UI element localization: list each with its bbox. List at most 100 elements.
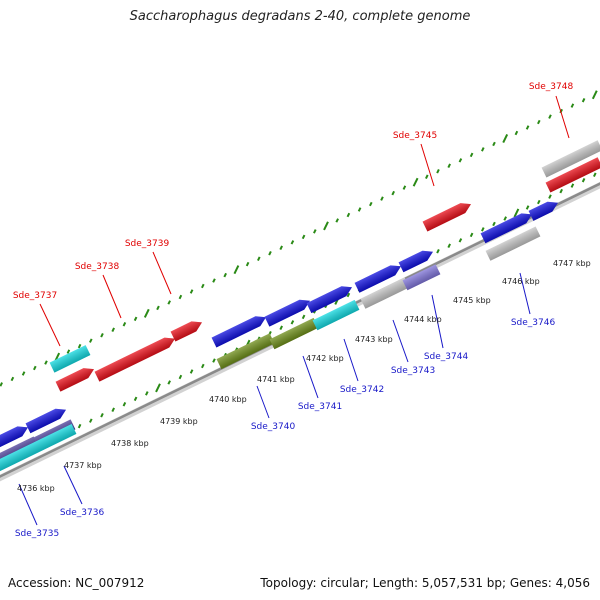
- minor-tick: [290, 240, 295, 245]
- minor-tick: [268, 251, 272, 256]
- minor-tick: [537, 119, 541, 125]
- gene-label: Sde_3744: [424, 352, 469, 362]
- gene-shading: [49, 345, 91, 373]
- minor-tick: [156, 305, 160, 311]
- gene-shading: [528, 201, 559, 221]
- minor-tick: [167, 300, 171, 305]
- minor-tick: [111, 327, 115, 332]
- minor-tick: [447, 243, 451, 249]
- minor-tick: [537, 199, 541, 205]
- minor-tick: [469, 232, 474, 238]
- major-tick: [513, 208, 520, 218]
- gene-shading: [264, 299, 310, 327]
- minor-tick: [89, 338, 93, 343]
- minor-tick: [503, 216, 507, 221]
- leader-line: [392, 319, 409, 363]
- gene-shading: [0, 426, 29, 449]
- gene-shading: [0, 423, 77, 473]
- gene-shading: [480, 213, 532, 244]
- gene-feature: [55, 368, 95, 392]
- minor-tick: [33, 365, 37, 371]
- minor-tick: [133, 316, 138, 322]
- major-tick: [233, 265, 240, 275]
- minor-tick: [458, 238, 463, 243]
- minor-tick: [301, 234, 306, 240]
- minor-tick: [212, 358, 216, 363]
- minor-tick: [66, 349, 71, 354]
- gene-shading: [55, 368, 95, 392]
- label-layer: 4736 kbp 4737 kbp 4738 kbp 4739 kbp 4740 kbp…: [13, 82, 591, 539]
- major-tick: [143, 308, 150, 318]
- gene-shading: [422, 203, 471, 232]
- minor-tick: [346, 292, 351, 298]
- minor-tick: [100, 412, 104, 418]
- minor-tick: [290, 320, 295, 325]
- minor-tick: [21, 371, 26, 376]
- leader-line: [519, 272, 531, 315]
- minor-tick: [581, 177, 586, 183]
- minor-tick: [380, 196, 384, 201]
- accession-label: Accession: NC_007912: [8, 576, 145, 590]
- genome-summary-label: Topology: circular; Length: 5,057,531 bp…: [260, 576, 590, 590]
- minor-tick: [492, 141, 496, 147]
- gene-shading: [360, 277, 410, 309]
- kbp-label: 4737 kbp: [64, 461, 102, 470]
- minor-tick: [10, 376, 15, 382]
- minor-tick: [481, 147, 485, 152]
- minor-tick: [122, 402, 127, 407]
- gene-feature: [545, 157, 600, 193]
- minor-tick: [548, 194, 552, 199]
- major-tick: [412, 177, 419, 187]
- gene-label: Sde_3745: [393, 131, 437, 141]
- minor-tick: [178, 374, 183, 380]
- leader-line: [302, 355, 319, 399]
- minor-tick: [0, 382, 3, 387]
- gene-feature: [211, 316, 266, 348]
- major-tick: [591, 90, 598, 100]
- minor-tick: [77, 423, 82, 429]
- minor-tick: [570, 103, 575, 108]
- minor-tick: [402, 185, 407, 190]
- kbp-label: 4741 kbp: [257, 375, 295, 384]
- kbp-label: 4742 kbp: [306, 354, 344, 363]
- gene-shading: [94, 337, 176, 382]
- gene-label: Sde_3743: [391, 366, 435, 376]
- minor-tick: [481, 227, 485, 232]
- minor-tick: [189, 369, 194, 374]
- gene-label: Sde_3746: [511, 318, 556, 328]
- minor-tick: [223, 272, 227, 278]
- gene-label: Sde_3736: [60, 508, 105, 518]
- minor-tick: [167, 380, 171, 385]
- minor-tick: [201, 283, 205, 289]
- minor-tick: [313, 229, 317, 234]
- gene-label: Sde_3740: [251, 422, 296, 432]
- gene-feature: [170, 321, 202, 342]
- leader-line: [152, 251, 172, 295]
- kbp-label: 4747 kbp: [553, 259, 591, 268]
- minor-tick: [369, 201, 373, 207]
- minor-tick: [458, 158, 463, 163]
- minor-tick: [100, 332, 104, 338]
- minor-tick: [145, 391, 149, 396]
- minor-tick: [559, 188, 563, 194]
- gene-shading: [398, 250, 433, 273]
- minor-tick: [357, 207, 362, 212]
- gene-shading: [306, 286, 352, 314]
- gene-feature: [528, 201, 559, 221]
- leader-line: [18, 483, 38, 526]
- gene-shading: [545, 157, 600, 193]
- minor-tick: [570, 183, 575, 188]
- minor-tick: [44, 360, 48, 365]
- minor-tick: [581, 97, 586, 103]
- leader-line: [555, 95, 570, 139]
- gene-shading: [312, 299, 360, 331]
- feature-layer: [0, 140, 600, 473]
- minor-tick: [89, 418, 93, 423]
- gene-feature: [360, 277, 410, 309]
- minor-tick: [492, 221, 496, 227]
- minor-tick: [111, 407, 115, 412]
- minor-tick: [335, 218, 339, 223]
- minor-tick: [77, 343, 82, 349]
- gene-label: Sde_3741: [298, 402, 342, 412]
